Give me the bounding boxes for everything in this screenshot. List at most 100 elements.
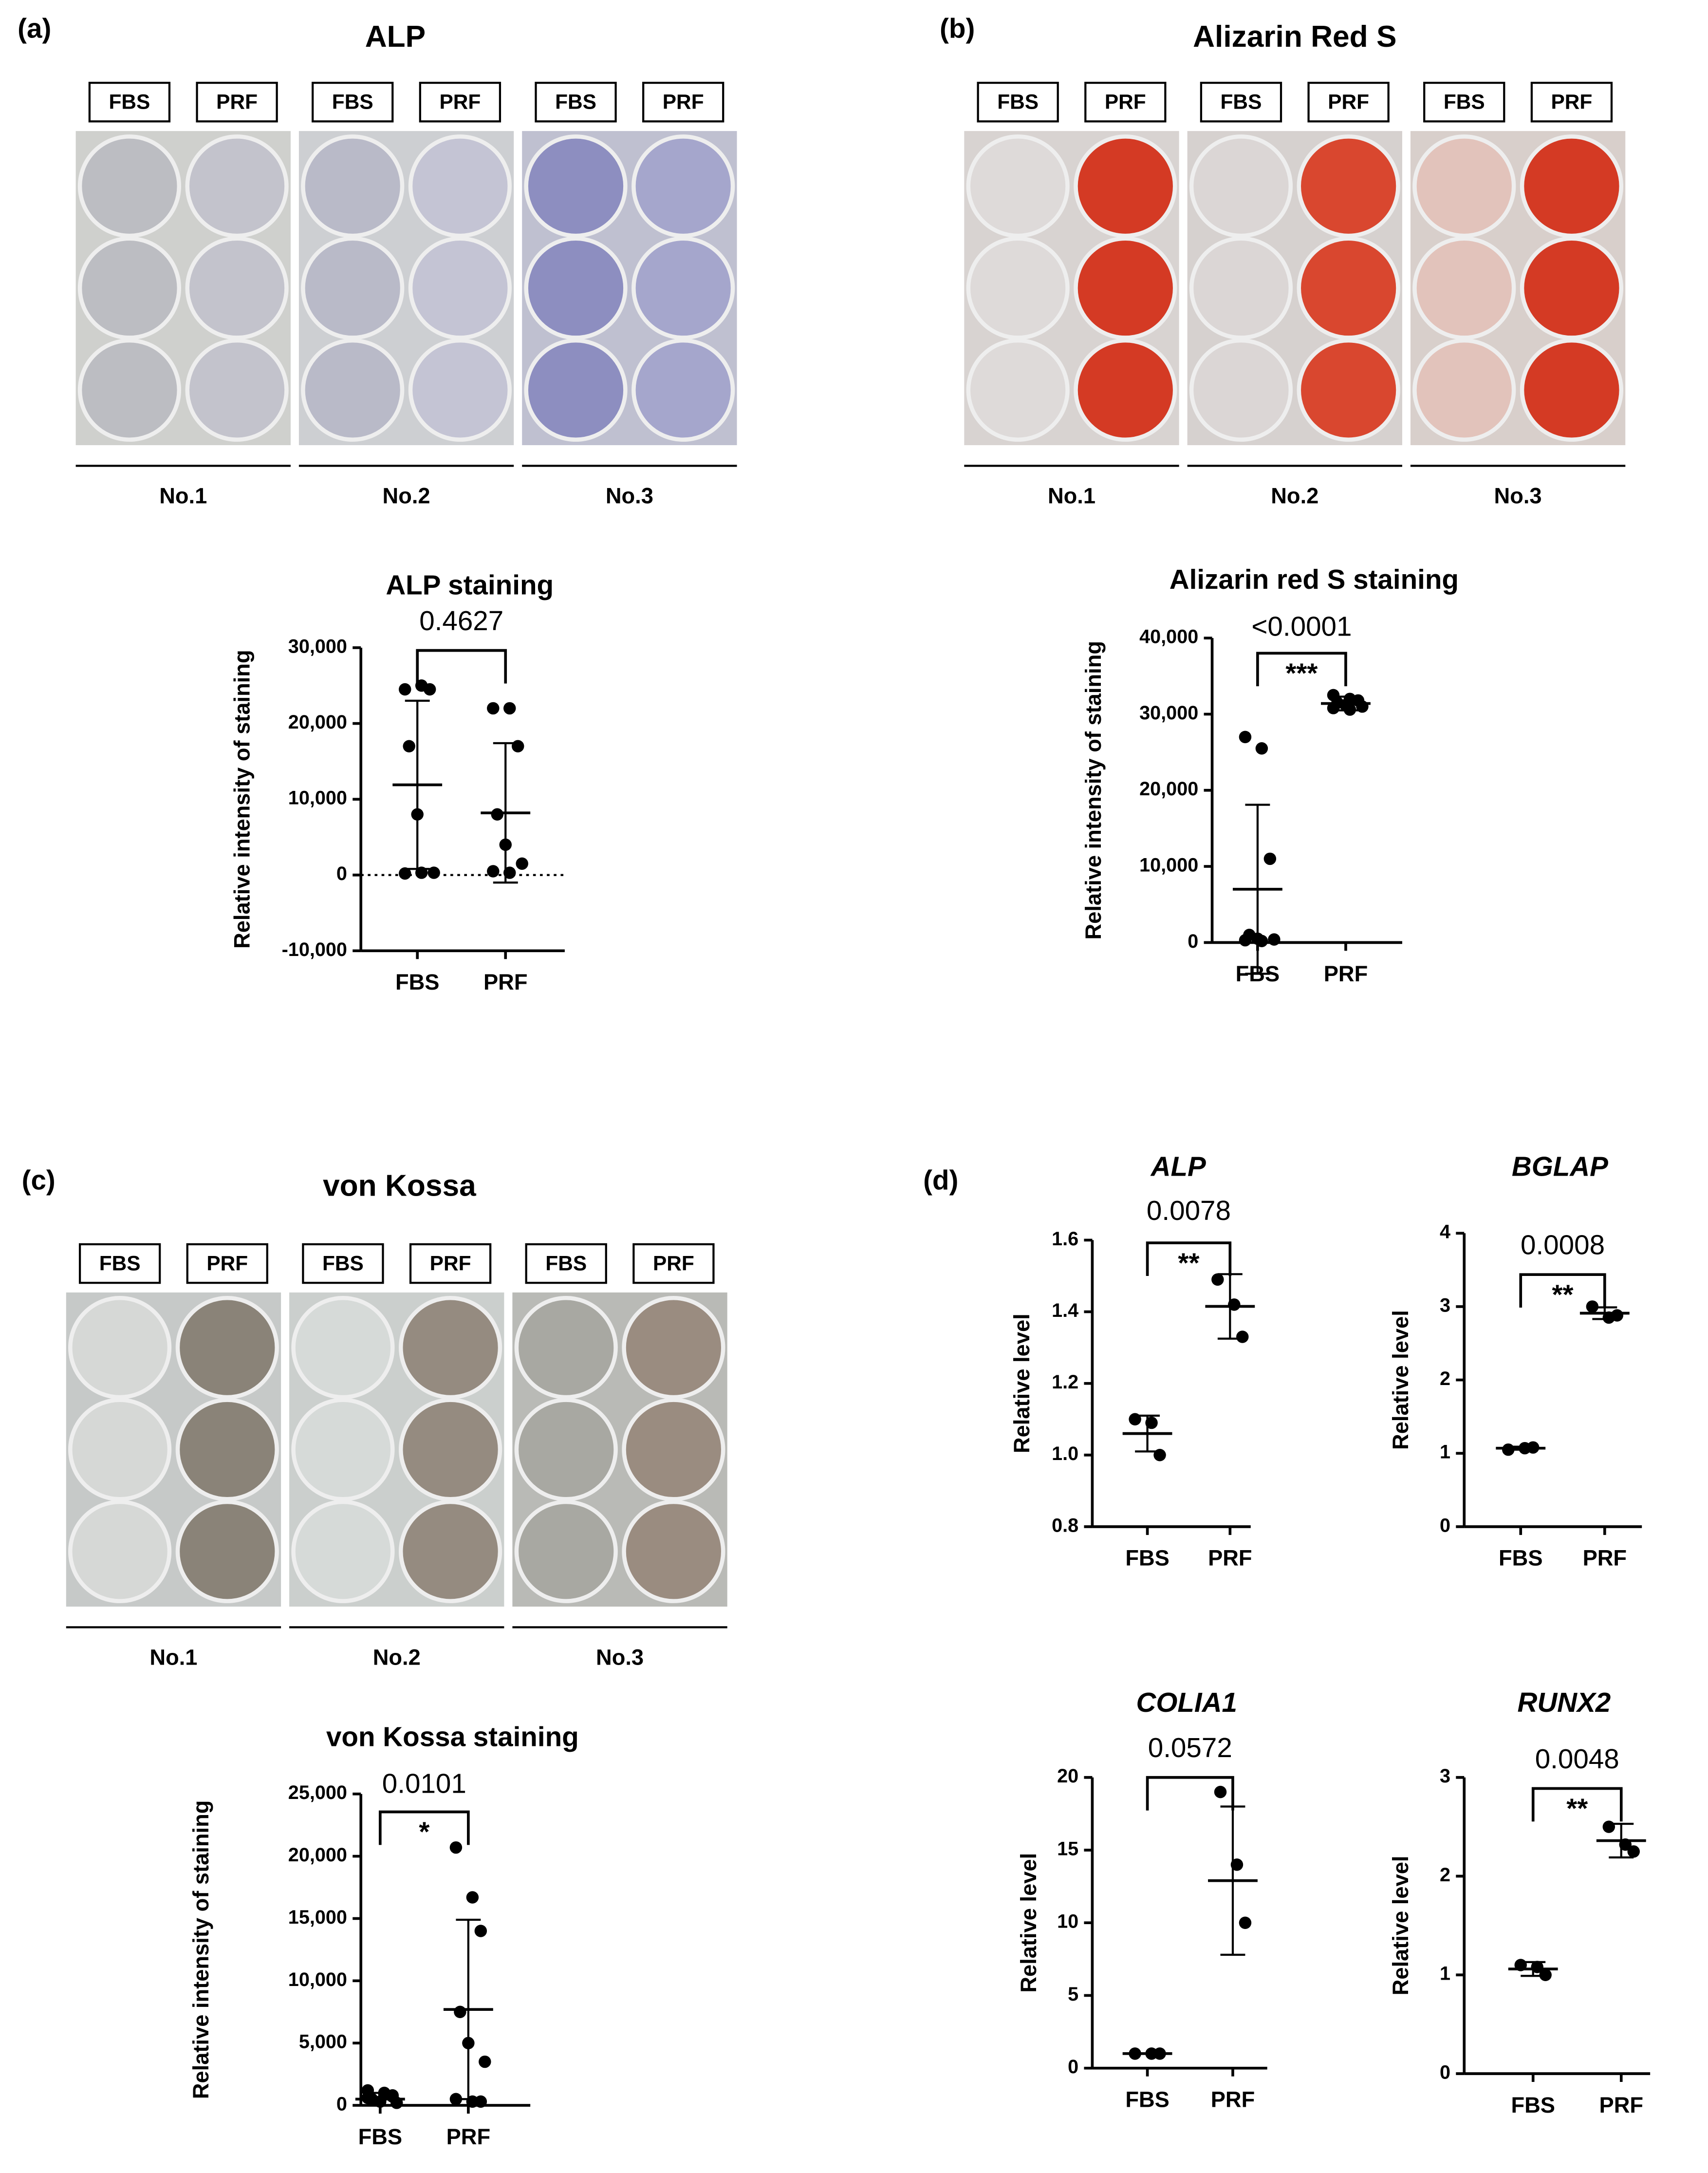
- chart-title: ALP: [1150, 1151, 1206, 1181]
- well: [301, 338, 405, 442]
- x-tick-label: FBS: [358, 2124, 403, 2149]
- y-axis-label: Relative intensity of staining: [188, 1800, 213, 2099]
- data-point: [1602, 1820, 1615, 1833]
- data-point: [487, 865, 500, 878]
- well: [1297, 134, 1400, 238]
- data-point: [1211, 1273, 1224, 1286]
- well-label: PRF: [653, 1252, 694, 1275]
- data-point: [466, 1891, 479, 1904]
- y-tick-label: 3: [1440, 1765, 1450, 1787]
- p-value: <0.0001: [1251, 611, 1352, 641]
- y-tick-label: 40,000: [1139, 626, 1198, 648]
- plate-label: No.1: [149, 1645, 197, 1669]
- plate-label: No.2: [1271, 484, 1318, 508]
- well: [175, 1398, 279, 1501]
- data-point: [403, 740, 415, 752]
- plate-label: No.1: [159, 484, 207, 508]
- data-point: [423, 683, 436, 696]
- well: [408, 134, 512, 238]
- y-axis-label: Relative level: [1016, 1853, 1041, 1993]
- well: [631, 134, 735, 238]
- y-tick-label: 1.4: [1052, 1300, 1078, 1321]
- well: [185, 236, 289, 340]
- y-tick-label: 30,000: [1139, 702, 1198, 724]
- data-point: [479, 2055, 491, 2068]
- data-point: [1214, 1785, 1227, 1798]
- well: [1412, 236, 1516, 340]
- well: [622, 1296, 725, 1400]
- y-tick-label: 15,000: [288, 1907, 347, 1928]
- y-tick-label: 10: [1057, 1911, 1078, 1932]
- data-point: [1255, 935, 1268, 947]
- chart-title: RUNX2: [1517, 1687, 1611, 1718]
- y-tick-label: 20,000: [288, 712, 347, 733]
- well-label: FBS: [332, 91, 373, 113]
- significance-bracket: [378, 1810, 470, 1845]
- significance-stars: **: [1178, 1247, 1199, 1278]
- plate-label: No.3: [606, 484, 653, 508]
- well: [1189, 338, 1293, 442]
- well-label-box: [186, 1243, 268, 1284]
- well-label: FBS: [545, 1252, 587, 1275]
- well-label: PRF: [1328, 91, 1369, 113]
- well-label-box: [1200, 81, 1282, 123]
- y-tick-label: 25,000: [288, 1782, 347, 1803]
- well: [622, 1398, 725, 1501]
- x-tick-label: PRF: [483, 970, 528, 994]
- x-tick-label: PRF: [1211, 2087, 1255, 2112]
- data-point: [1268, 933, 1281, 946]
- data-point: [1627, 1845, 1640, 1858]
- x-tick-label: FBS: [1511, 2093, 1555, 2117]
- x-tick-label: FBS: [395, 970, 440, 994]
- well: [1520, 134, 1624, 238]
- x-tick-label: PRF: [1208, 1546, 1252, 1571]
- well: [631, 236, 735, 340]
- y-tick-label: 0: [1188, 931, 1198, 952]
- plate-label: No.2: [373, 1645, 421, 1669]
- well: [291, 1296, 395, 1400]
- well: [1074, 236, 1177, 340]
- well: [1297, 236, 1400, 340]
- y-tick-label: 20,000: [1139, 778, 1198, 800]
- panel-title: Alizarin Red S: [1193, 20, 1396, 54]
- plate-label: No.2: [383, 484, 430, 508]
- p-value: 0.4627: [419, 605, 503, 636]
- y-axis-label: Relative level: [1388, 1310, 1413, 1450]
- y-tick-label: 5: [1068, 1984, 1078, 2005]
- well-label: PRF: [430, 1252, 471, 1275]
- y-tick-label: 20,000: [288, 1844, 347, 1866]
- well: [524, 134, 628, 238]
- well-label-box: [525, 1243, 607, 1284]
- well-label-box: [312, 81, 394, 123]
- y-tick-label: 3: [1440, 1294, 1450, 1316]
- well: [514, 1296, 618, 1400]
- well-label-box: [196, 81, 278, 123]
- well: [966, 134, 1070, 238]
- y-axis-label: Relative intensity of staining: [230, 650, 255, 949]
- well: [185, 338, 289, 442]
- well: [514, 1499, 618, 1603]
- y-tick-label: 1: [1440, 1963, 1450, 1985]
- well-label-box: [1530, 81, 1613, 123]
- well: [291, 1499, 395, 1603]
- panel-label: (b): [940, 13, 975, 43]
- well: [1412, 338, 1516, 442]
- well-label: PRF: [206, 1252, 248, 1275]
- well-label-box: [632, 1243, 715, 1284]
- x-tick-label: PRF: [1583, 1546, 1627, 1571]
- y-axis-label: Relative level: [1009, 1313, 1034, 1453]
- well: [524, 338, 628, 442]
- data-point: [1239, 934, 1252, 947]
- y-tick-label: 2: [1440, 1864, 1450, 1886]
- x-tick-label: PRF: [1324, 961, 1368, 986]
- well-label: FBS: [109, 91, 150, 113]
- well-label: PRF: [439, 91, 481, 113]
- data-point: [503, 702, 516, 715]
- chart-title: von Kossa staining: [326, 1721, 579, 1752]
- well: [301, 236, 405, 340]
- y-tick-label: 0: [1068, 2056, 1078, 2078]
- y-tick-label: 0.8: [1052, 1515, 1078, 1536]
- y-tick-label: 1.0: [1052, 1443, 1078, 1464]
- well: [77, 134, 182, 238]
